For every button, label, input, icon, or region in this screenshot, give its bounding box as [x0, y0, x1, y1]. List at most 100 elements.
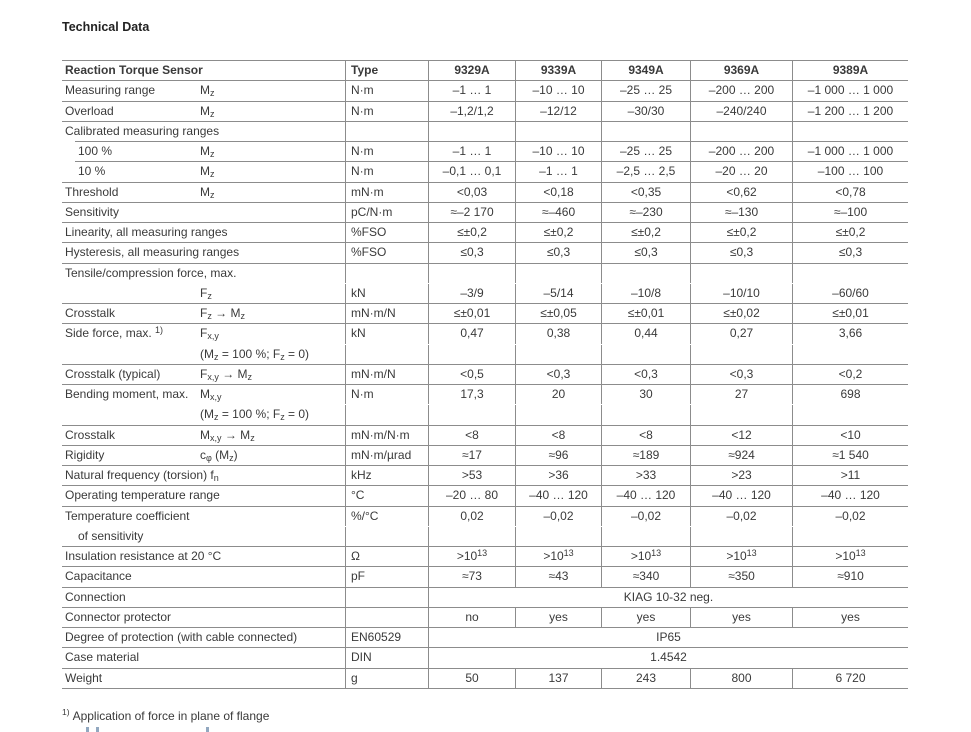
row-label: Operating temperature range — [62, 486, 345, 505]
text-segment: –0,02 — [726, 508, 757, 523]
value-cell: 6 720 — [792, 668, 908, 688]
subscript: n — [213, 473, 219, 483]
value-cell: >53 — [428, 466, 515, 486]
value-cell: yes — [690, 607, 792, 627]
table-row: Insulation resistance at 20 °C Ω >1013 >101… — [62, 546, 908, 567]
text-segment: ≈73 — [462, 569, 482, 584]
row-label: Natural frequency (torsion) fn — [62, 466, 345, 485]
value-cell: ≤±0,2 — [792, 223, 908, 243]
text-segment: ≤0,3 — [546, 245, 571, 260]
text-segment: ≤±0,2 — [457, 225, 487, 239]
text-segment: 20 — [551, 387, 566, 401]
table-row: Tensile/compression force, max. — [62, 262, 908, 283]
row-name: Case material — [65, 650, 139, 664]
text-segment: M — [200, 103, 210, 118]
table-row: Crosstalk Mx,y → Mz mN·m/N·m <8 <8 <8 <12 <10 — [62, 424, 908, 445]
value-cell: <8 — [515, 425, 601, 445]
text-segment: M — [200, 427, 210, 442]
value-cell: ≈924 — [690, 445, 792, 465]
text-segment: –10 … 10 — [532, 83, 585, 98]
value-cell: >36 — [515, 466, 601, 486]
value-cell: >1013 — [515, 547, 601, 567]
text-segment: ≤0,3 — [838, 245, 863, 260]
text-segment: >10 — [726, 549, 747, 563]
text-segment: Sensitivity — [65, 204, 120, 219]
subscript: z — [210, 169, 215, 180]
text-segment: ≈350 — [728, 569, 755, 584]
value-cell — [428, 263, 515, 283]
value-cell: ≈189 — [601, 445, 690, 465]
value-cell: –3/9 — [428, 283, 515, 303]
text-segment: F — [200, 366, 208, 381]
text-segment: Operating temperature range — [65, 488, 220, 503]
text-segment: –40 … 120 — [712, 488, 771, 503]
text-segment: Bending moment, max. — [65, 387, 189, 401]
row-label: Connector protector — [62, 608, 345, 627]
row-symbol: Mz — [200, 81, 215, 100]
value-cell: ≤±0,2 — [428, 223, 515, 243]
row-name: Crosstalk — [65, 428, 115, 442]
value-cell: <12 — [690, 425, 792, 445]
text-segment: 698 — [840, 387, 861, 401]
value-cell — [428, 344, 515, 364]
value-cell: <0,3 — [515, 364, 601, 384]
row-unit: °C — [345, 486, 428, 506]
text-segment: no — [465, 609, 479, 624]
text-segment: = 0) — [284, 346, 310, 361]
value-cell: ≈–460 — [515, 202, 601, 222]
text-segment: ≈1 540 — [832, 447, 869, 462]
value-cell: ≈–100 — [792, 202, 908, 222]
value-cell — [792, 121, 908, 141]
text-segment: Side force, max. — [65, 326, 156, 341]
value-cell: 3,66 — [792, 324, 908, 344]
row-name: Tensile/compression force, max. — [65, 266, 236, 280]
table-row: Connector protector no yes yes yes yes — [62, 606, 908, 627]
text-segment: ≤±0,2 — [726, 225, 757, 239]
value-cell: ≈43 — [515, 567, 601, 587]
text-segment: <0,3 — [729, 366, 754, 381]
text-segment: ≈910 — [837, 569, 864, 584]
row-name: Crosstalk — [65, 306, 115, 320]
value-cell: –20 … 80 — [428, 486, 515, 506]
subscript: z — [247, 371, 253, 382]
text-segment: ) — [233, 447, 238, 462]
value-cell: <8 — [601, 425, 690, 445]
text-segment: –0,02 — [835, 508, 866, 523]
value-cell — [690, 121, 792, 141]
header-type-label: Type — [345, 61, 428, 81]
value-cell: ≈96 — [515, 445, 601, 465]
table-row: Connection KIAG 10-32 neg. — [62, 586, 908, 607]
text-segment: ≤±0,05 — [540, 306, 577, 320]
row-label: Hysteresis, all measuring ranges — [62, 243, 345, 262]
value-cell: ≈–2 170 — [428, 202, 515, 222]
text-segment: → M — [221, 427, 251, 442]
subscript: z — [240, 311, 246, 321]
row-label: 10 % Mz — [62, 162, 345, 181]
subscript: x,y — [207, 331, 219, 342]
text-segment: –10/10 — [723, 285, 760, 300]
text-segment: >10 — [630, 549, 652, 563]
subscript: z — [280, 351, 285, 362]
subscript: z — [214, 412, 219, 423]
row-unit: pC/N·m — [345, 202, 428, 222]
text-segment: 0,47 — [460, 326, 484, 341]
value-cell: –1 000 … 1 000 — [792, 81, 908, 101]
text-segment: 0,44 — [634, 326, 658, 341]
row-unit: mN·m/µrad — [345, 445, 428, 465]
text-segment: ≤0,3 — [729, 245, 754, 260]
text-segment: Threshold — [65, 184, 119, 199]
row-unit — [345, 607, 428, 627]
row-name: Bending moment, max. — [65, 387, 188, 401]
text-segment: ≤0,3 — [634, 245, 658, 260]
value-cell: <8 — [428, 425, 515, 445]
row-unit: %FSO — [345, 243, 428, 263]
text-segment: <0,3 — [634, 366, 658, 381]
text-segment: → M — [211, 306, 241, 320]
text-segment: M — [200, 164, 210, 179]
text-segment: 0,38 — [546, 326, 571, 341]
text-segment: Calibrated measuring ranges — [65, 123, 220, 138]
row-label: 100 % Mz — [62, 142, 345, 161]
value-cell: <0,18 — [515, 182, 601, 202]
text-segment: ≈43 — [548, 569, 569, 584]
text-segment: –3/9 — [460, 285, 484, 300]
